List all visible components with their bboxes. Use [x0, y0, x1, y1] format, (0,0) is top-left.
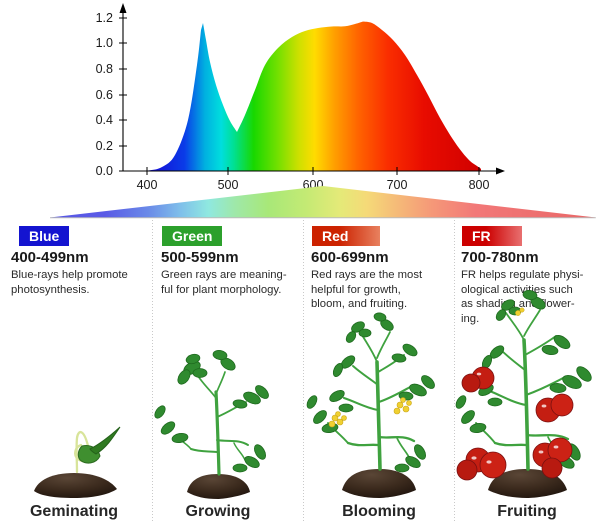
svg-text:Blooming: Blooming [342, 503, 416, 520]
svg-text:Fruiting: Fruiting [497, 503, 557, 520]
svg-text:Growing: Growing [186, 503, 251, 520]
svg-text:Geminating: Geminating [30, 503, 118, 520]
